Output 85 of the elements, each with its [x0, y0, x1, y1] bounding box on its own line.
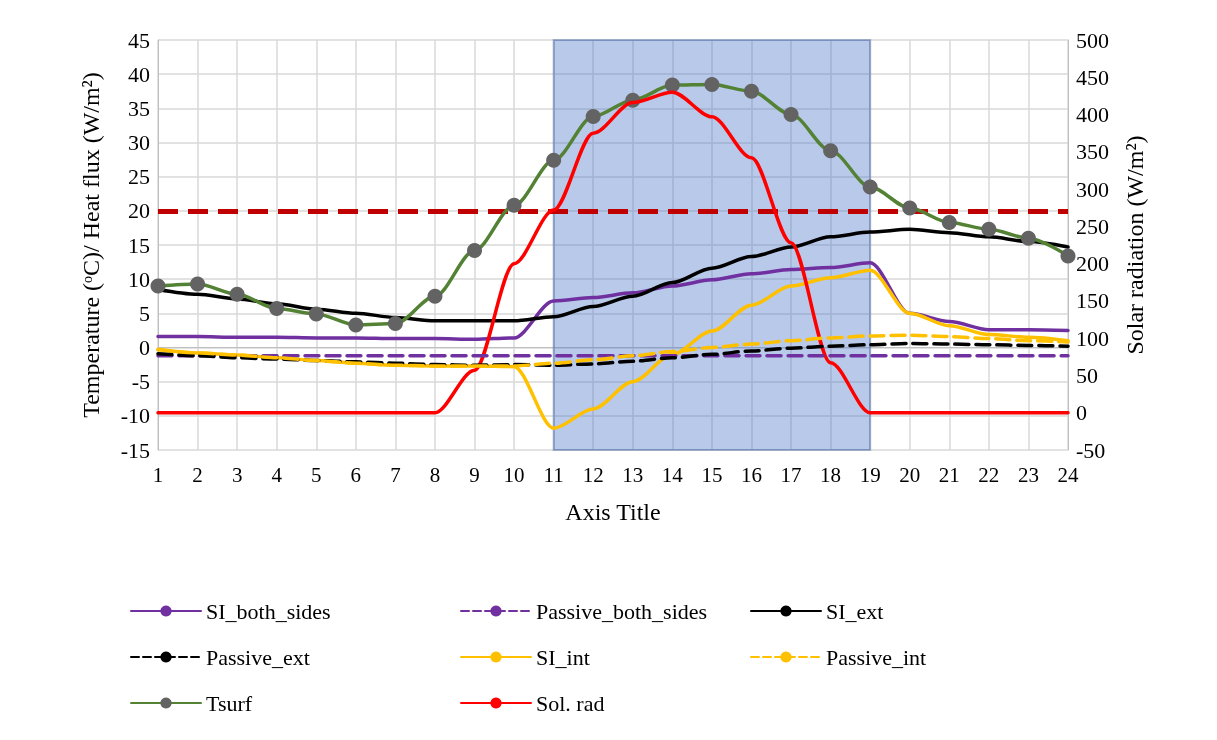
point [190, 276, 206, 292]
point [941, 214, 957, 230]
x-tick-label: 15 [701, 462, 723, 487]
y-tick-label: -15 [120, 437, 150, 463]
point [783, 106, 799, 122]
point [902, 200, 918, 216]
point [269, 301, 285, 317]
y2-tick-label: 200 [1076, 251, 1109, 277]
y-tick-label: 20 [128, 198, 150, 224]
x-tick-label: 13 [622, 462, 644, 487]
x-tick-label: 1 [152, 462, 164, 487]
y-tick-label: -5 [131, 369, 150, 395]
x-tick-label: 18 [820, 462, 842, 487]
y2-tick-label: 500 [1076, 27, 1109, 53]
x-tick-label: 17 [780, 462, 802, 487]
point [664, 77, 680, 93]
point [546, 152, 562, 168]
point [585, 109, 601, 125]
y2-tick-label: 0 [1076, 400, 1087, 426]
y-tick-label: 35 [128, 95, 150, 121]
y2-tick-label: 350 [1076, 139, 1109, 165]
point [308, 306, 324, 322]
y-tick-label: -10 [120, 403, 150, 429]
y-tick-label: 10 [128, 266, 150, 292]
legend-label: SI_ext [826, 598, 884, 624]
x-tick-label: 20 [899, 462, 921, 487]
point [229, 286, 245, 302]
y-tick-label: 40 [128, 61, 150, 87]
y2-axis-title: Solar radiation (W/m²) [1122, 135, 1148, 355]
point [467, 242, 483, 258]
y-tick-label: 0 [139, 335, 150, 360]
y2-tick-label: 300 [1076, 176, 1109, 202]
y-tick-label: 25 [128, 164, 150, 190]
y2-tick-label: 450 [1076, 64, 1109, 90]
x-tick-label: 9 [469, 462, 480, 487]
x-tick-label: 12 [582, 462, 604, 487]
x-tick-label: 21 [938, 462, 960, 487]
y2-tick-label: 100 [1076, 325, 1109, 351]
point [823, 143, 839, 159]
legend-label: Passive_int [826, 644, 927, 670]
point [1060, 248, 1076, 264]
point [387, 316, 403, 332]
y-axis-title: Temperature (ᵒC)/ Heat flux (W/m²) [78, 72, 104, 418]
x-axis-title: Axis Title [565, 499, 661, 525]
y-tick-label: 45 [128, 27, 150, 53]
x-tick-label: 19 [859, 462, 881, 487]
y2-tick-label: -50 [1076, 437, 1106, 463]
y-tick-label: 5 [139, 300, 150, 326]
line-series [156, 341, 1070, 368]
legend-label: Passive_ext [206, 644, 310, 670]
x-tick-label: 4 [271, 462, 283, 487]
y2-tick-label: 250 [1076, 213, 1109, 239]
legend-label: Passive_both_sides [536, 598, 708, 624]
point [981, 221, 997, 237]
x-tick-label: 16 [740, 462, 762, 487]
legend-label: SI_both_sides [206, 598, 331, 624]
x-tick-label: 23 [1017, 462, 1039, 487]
point [862, 179, 878, 195]
x-tick-label: 7 [390, 462, 401, 487]
y2-tick-label: 400 [1076, 102, 1109, 128]
x-tick-label: 10 [503, 462, 525, 487]
x-tick-label: 8 [429, 462, 441, 487]
y-tick-label: 15 [128, 232, 150, 258]
point [150, 278, 166, 294]
point [704, 76, 720, 92]
y2-tick-label: 150 [1076, 288, 1109, 314]
point [1020, 230, 1036, 246]
point [743, 83, 759, 99]
y-tick-label: 30 [128, 130, 150, 155]
legend-label: SI_int [536, 644, 590, 670]
x-tick-label: 2 [192, 462, 203, 487]
point [427, 288, 443, 304]
line-series [156, 261, 1070, 342]
x-tick-label: 3 [231, 462, 243, 487]
x-tick-label: 22 [978, 462, 1000, 487]
legend-label: Tsurf [206, 690, 253, 716]
x-tick-label: 11 [543, 462, 564, 487]
y2-tick-label: 50 [1076, 362, 1098, 388]
x-tick-label: 5 [311, 462, 322, 487]
point [506, 197, 522, 213]
x-tick-label: 14 [661, 462, 684, 487]
x-tick-label: 24 [1057, 462, 1079, 487]
x-tick-label: 6 [350, 462, 362, 487]
point [348, 317, 364, 333]
legend-label: Sol. rad [536, 690, 605, 716]
